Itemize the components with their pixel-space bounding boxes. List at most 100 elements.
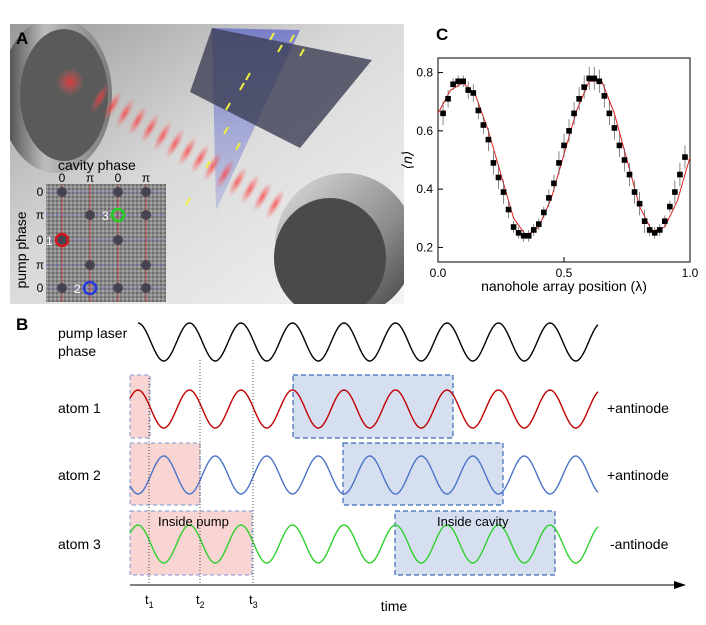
atom-marker-label-2: 2 [74, 282, 81, 296]
x-tick-label: 1.0 [682, 266, 699, 280]
wave-blob [177, 136, 198, 167]
data-point [480, 122, 487, 128]
wave-blob [102, 90, 123, 121]
atom-streak [269, 32, 275, 41]
data-point [626, 171, 633, 178]
right-mirror-face [274, 198, 386, 304]
data-point [571, 110, 577, 117]
t3-label: t3 [249, 592, 258, 610]
inset-atom-dot [113, 283, 123, 293]
row-label-atom1: atom 1 [58, 400, 101, 416]
inset-image: 1 2 3 [46, 184, 166, 302]
inset-atom-dot [57, 187, 67, 197]
data-point [460, 78, 466, 85]
data-point [662, 218, 668, 224]
wave-blob [252, 181, 273, 212]
inset-atom-dot [57, 283, 67, 293]
atom-marker-1 [54, 232, 70, 248]
waveform-row-1 [129, 389, 599, 429]
atom1-note: +antinode [607, 400, 669, 416]
cavity-standing-wave [90, 83, 285, 220]
atom1-inside-pump-region [129, 374, 151, 439]
x-tick-label: 0.0 [430, 266, 447, 280]
inset-atom-dot [113, 187, 123, 197]
atom3-inside-cavity-region [394, 510, 556, 576]
side-tick-label: 0 [37, 185, 44, 199]
atom-streak [223, 126, 229, 135]
panel-a-letter: A [16, 29, 28, 48]
row-label-pump-1: pump laser [58, 325, 128, 341]
y-tick-label: 0.8 [416, 66, 433, 80]
data-point [475, 107, 482, 114]
y-tick-label: 0.4 [416, 182, 433, 196]
atom3-note: -antinode [610, 536, 669, 552]
data-point [520, 232, 527, 239]
waveform-row-3 [129, 524, 599, 564]
data-point [515, 230, 522, 236]
side-tick-label: 0 [37, 281, 44, 295]
waveforms [129, 322, 599, 564]
data-point [490, 160, 497, 166]
atom-streak [205, 160, 211, 169]
top-tick-label: 0 [59, 171, 66, 185]
y-tick-label: 0.2 [416, 240, 433, 254]
data-point [556, 160, 562, 166]
wave-blob [165, 128, 185, 159]
data-point [682, 154, 688, 160]
data-point [541, 209, 547, 216]
data-points [440, 66, 688, 242]
data-point [546, 195, 552, 201]
left-mirror-spot [56, 68, 84, 96]
cavity-phase-label: cavity phase [58, 157, 136, 173]
data-point [510, 224, 517, 230]
row-label-atom3: atom 3 [58, 536, 101, 552]
waveform-row-0 [137, 322, 599, 362]
panel-c-letter: C [436, 25, 448, 44]
inset-atom-dot [85, 260, 95, 270]
atom2-note: +antinode [607, 467, 669, 483]
panel-b: Inside pump Inside cavity t1 t2 t3 time … [58, 322, 686, 614]
atom2-inside-cavity-region [342, 442, 504, 506]
inside-cavity-label: Inside cavity [437, 514, 509, 529]
data-point [485, 136, 492, 143]
wave-blob [240, 174, 260, 205]
atom-streak [185, 197, 191, 206]
data-point [591, 75, 598, 82]
atom-streak [225, 102, 231, 111]
inset-atom-dot [141, 260, 151, 270]
data-point [440, 110, 446, 117]
atoms-streaks [185, 32, 305, 206]
wave-blob [152, 121, 173, 151]
data-point [667, 203, 673, 210]
top-tick-label: π [86, 171, 94, 185]
data-point [581, 84, 587, 90]
waveform-row-2 [129, 455, 599, 495]
wave-blob [115, 98, 135, 129]
atom-streak [235, 142, 241, 151]
wave-blob [190, 143, 210, 174]
data-point [672, 189, 678, 195]
side-tick-label: 0 [37, 233, 44, 247]
inset-atom-dot [113, 235, 123, 245]
t1-label: t1 [145, 592, 154, 610]
data-point [500, 189, 507, 195]
side-tick-label: π [36, 258, 44, 272]
data-point [677, 171, 683, 178]
time-label: time [381, 598, 408, 614]
left-mirror-face [20, 29, 108, 161]
inset-atom-dot [141, 283, 151, 293]
atom-marker-3 [110, 207, 126, 223]
row-label-atom2: atom 2 [58, 467, 101, 483]
data-point [656, 227, 663, 233]
t2-label: t2 [196, 592, 205, 610]
data-point [455, 78, 461, 85]
data-point [596, 78, 603, 85]
wave-blob [202, 151, 223, 182]
y-tick-label: 0.6 [416, 124, 433, 138]
data-point [561, 142, 567, 149]
inset-atom-dot [141, 187, 151, 197]
panel-a: 1 2 3 cavity phase pump phase 0 π 0 π 0 π 0 π 0 [10, 24, 404, 304]
data-point [525, 232, 532, 239]
row-label-pump-2: phase [58, 343, 96, 359]
